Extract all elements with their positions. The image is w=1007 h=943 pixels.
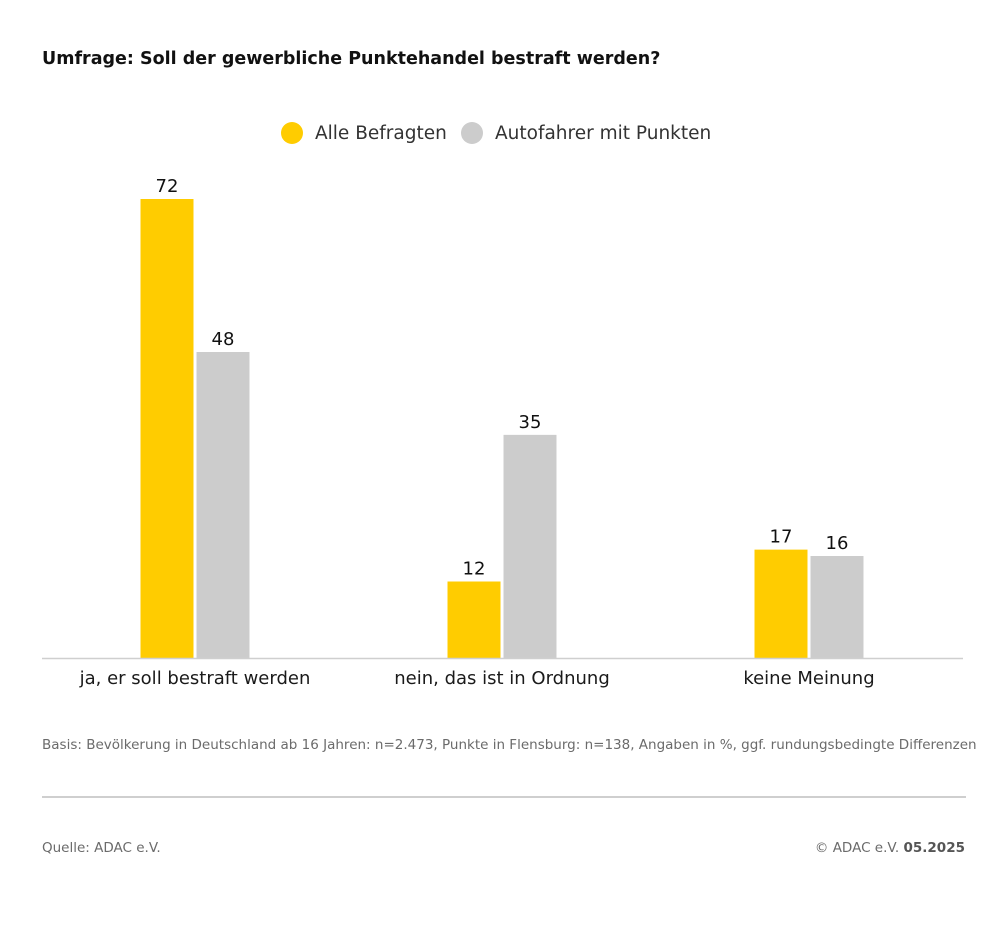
bar-alle-befragten-nein-das-ist-in-ordnung: [447, 581, 501, 658]
legend: Alle Befragten Autofahrer mit Punkten: [0, 118, 1007, 148]
bar-autofahrer-mit-punkten-keine-meinung: [810, 556, 864, 658]
legend-swatch-autofahrer-mit-punkten: [461, 122, 483, 144]
data-label-autofahrer-mit-punkten-nein-das-ist-in-ordnung: 35: [519, 412, 542, 433]
category-label-ja-er-soll-bestraft-werden: ja, er soll bestraft werden: [79, 668, 311, 689]
copyright-text: © ADAC e.V.: [814, 840, 900, 856]
bar-autofahrer-mit-punkten-nein-das-ist-in-ordnung: [503, 434, 557, 658]
copyright: © ADAC e.V. 05.2025: [815, 840, 965, 856]
data-label-autofahrer-mit-punkten-keine-meinung: 16: [826, 533, 849, 554]
data-label-autofahrer-mit-punkten-ja-er-soll-bestraft-werden: 48: [212, 329, 235, 350]
category-label-keine-meinung: keine Meinung: [743, 668, 874, 689]
copyright-date: 05.2025: [903, 840, 966, 856]
source-text: Quelle: ADAC e.V.: [42, 840, 161, 856]
footer-divider: [42, 796, 966, 798]
legend-swatch-alle-befragten: [281, 122, 303, 144]
legend-item-autofahrer-mit-punkten: Autofahrer mit Punkten: [461, 118, 711, 148]
legend-item-alle-befragten: Alle Befragten: [281, 118, 447, 148]
bar-alle-befragten-ja-er-soll-bestraft-werden: [140, 199, 194, 658]
data-label-alle-befragten-keine-meinung: 17: [770, 527, 793, 548]
basis-note: Basis: Bevölkerung in Deutschland ab 16 …: [42, 737, 977, 753]
category-label-nein-das-ist-in-ordnung: nein, das ist in Ordnung: [394, 668, 610, 689]
bar-autofahrer-mit-punkten-ja-er-soll-bestraft-werden: [196, 352, 250, 658]
bar-alle-befragten-keine-meinung: [754, 549, 808, 658]
chart-title: Umfrage: Soll der gewerbliche Punktehand…: [42, 49, 661, 69]
bar-chart: 72 48 ja, er soll bestraft werden 12 35 nein,…: [42, 176, 963, 689]
data-label-alle-befragten-nein-das-ist-in-ordnung: 12: [463, 559, 486, 580]
legend-label-alle-befragten: Alle Befragten: [315, 122, 447, 144]
data-label-alle-befragten-ja-er-soll-bestraft-werden: 72: [156, 176, 179, 197]
legend-label-autofahrer-mit-punkten: Autofahrer mit Punkten: [495, 122, 712, 144]
